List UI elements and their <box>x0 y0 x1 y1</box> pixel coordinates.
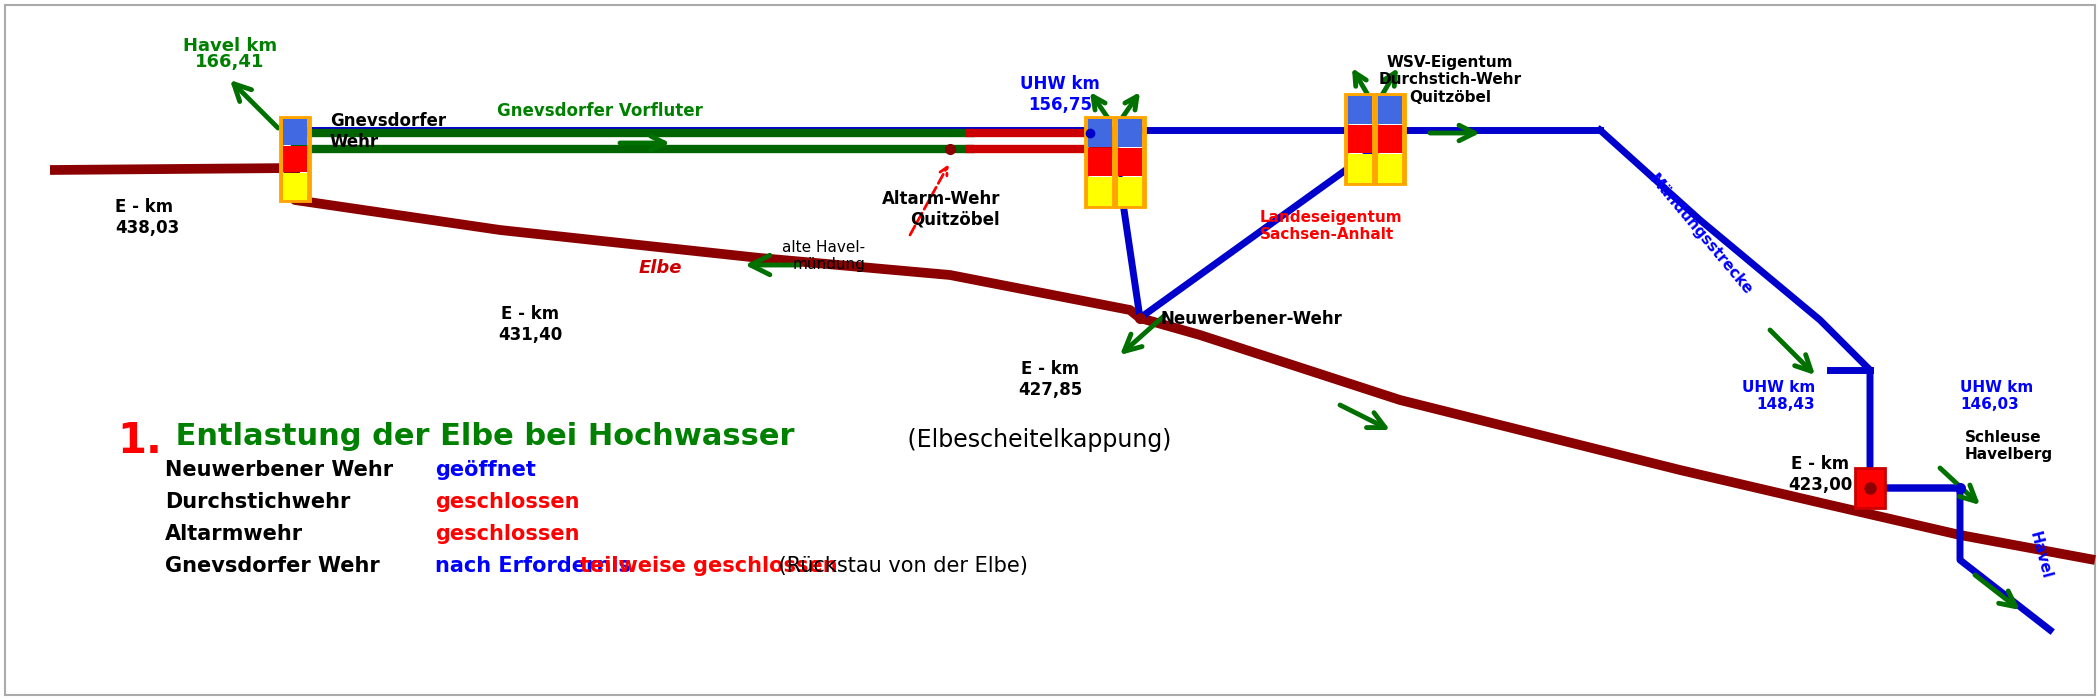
Text: geöffnet: geöffnet <box>435 460 536 480</box>
Text: Elbe: Elbe <box>638 259 682 277</box>
Bar <box>284 146 307 172</box>
Bar <box>281 118 309 200</box>
Text: Neuwerbener-Wehr: Neuwerbener-Wehr <box>1159 310 1342 328</box>
Text: Gnevsdorfer Vorfluter: Gnevsdorfer Vorfluter <box>498 102 704 120</box>
Text: Altarm-Wehr
Quitzöbel: Altarm-Wehr Quitzöbel <box>882 190 1000 229</box>
Bar <box>1117 177 1142 206</box>
Text: UHW km
148,43: UHW km 148,43 <box>1741 380 1814 412</box>
Text: E - km
423,00: E - km 423,00 <box>1787 455 1852 493</box>
Bar <box>284 118 307 145</box>
Bar <box>1378 125 1403 153</box>
Text: Mündungsstrecke: Mündungsstrecke <box>1644 172 1756 298</box>
Text: (Rückstau von der Elbe): (Rückstau von der Elbe) <box>773 556 1027 576</box>
Bar <box>1348 154 1371 183</box>
Bar <box>1346 95 1373 183</box>
Bar <box>1376 95 1405 183</box>
Text: UHW km
146,03: UHW km 146,03 <box>1959 380 2033 412</box>
Text: Entlastung der Elbe bei Hochwasser: Entlastung der Elbe bei Hochwasser <box>166 422 794 451</box>
Text: Schleuse
Havelberg: Schleuse Havelberg <box>1966 430 2054 463</box>
Bar <box>1088 118 1113 147</box>
Text: WSV-Eigentum
Durchstich-Wehr
Quitzöbel: WSV-Eigentum Durchstich-Wehr Quitzöbel <box>1378 55 1522 105</box>
Text: Landeseigentum
Sachsen-Anhalt: Landeseigentum Sachsen-Anhalt <box>1260 210 1403 242</box>
Text: E - km
427,85: E - km 427,85 <box>1018 360 1082 399</box>
Text: (Elbescheitelkappung): (Elbescheitelkappung) <box>901 428 1172 452</box>
Bar <box>1088 177 1113 206</box>
Bar <box>1854 468 1886 508</box>
Bar <box>1088 148 1113 176</box>
Text: Gnevsdorfer
Wehr: Gnevsdorfer Wehr <box>330 112 445 150</box>
Text: UHW km
156,75: UHW km 156,75 <box>1021 75 1100 114</box>
Text: Altarmwehr: Altarmwehr <box>166 524 302 544</box>
Text: E - km
438,03: E - km 438,03 <box>116 198 178 237</box>
Text: alte Havel-
mündung: alte Havel- mündung <box>781 240 865 272</box>
Text: geschlossen: geschlossen <box>435 492 580 512</box>
Bar <box>1348 125 1371 153</box>
Text: nach Erfordernis: nach Erfordernis <box>435 556 638 576</box>
Text: Durchstichwehr: Durchstichwehr <box>166 492 351 512</box>
Bar <box>1117 148 1142 176</box>
Bar <box>1086 118 1113 206</box>
Text: 166,41: 166,41 <box>195 53 265 71</box>
Text: teilweise geschlossen: teilweise geschlossen <box>580 556 838 576</box>
Bar <box>1348 95 1371 124</box>
Text: 1.: 1. <box>118 420 162 462</box>
Text: E - km
431,40: E - km 431,40 <box>498 305 563 344</box>
Bar <box>1378 95 1403 124</box>
Text: Gnevsdorfer Wehr: Gnevsdorfer Wehr <box>166 556 380 576</box>
Bar <box>1115 118 1145 206</box>
Bar <box>1378 154 1403 183</box>
Text: Havel km: Havel km <box>183 37 277 55</box>
Text: geschlossen: geschlossen <box>435 524 580 544</box>
Bar <box>284 173 307 200</box>
Text: Neuwerbener Wehr: Neuwerbener Wehr <box>166 460 393 480</box>
Bar <box>1117 118 1142 147</box>
Text: Havel: Havel <box>2026 530 2054 580</box>
